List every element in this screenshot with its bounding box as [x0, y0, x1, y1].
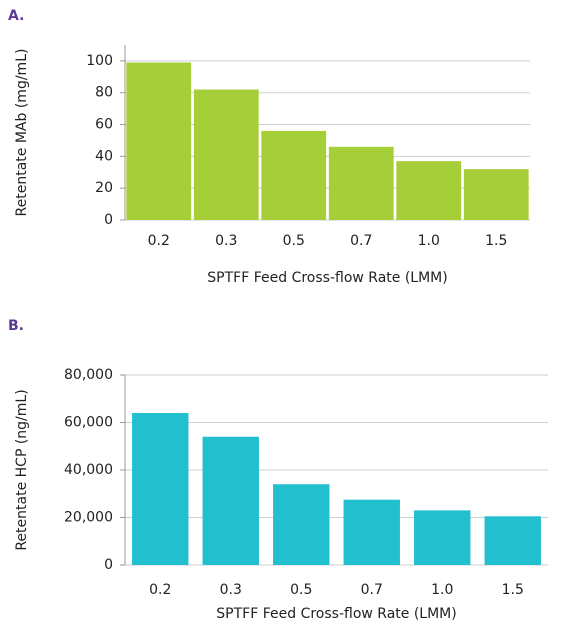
x-tick-label: 0.7	[361, 582, 383, 598]
x-tick-label: 0.2	[149, 582, 171, 598]
bar	[193, 89, 259, 220]
y-tick-label: 20	[95, 180, 113, 196]
bar	[328, 146, 394, 220]
y-axis-title: Retentate HCP (ng/mL)	[14, 389, 30, 550]
bar	[484, 516, 541, 565]
y-tick-label: 40,000	[64, 462, 113, 478]
y-axis-title: Retentate MAb (mg/mL)	[14, 49, 30, 217]
y-tick-label: 20,000	[64, 510, 113, 526]
x-tick-label: 0.7	[350, 233, 372, 249]
bar	[396, 161, 462, 220]
y-tick-label: 0	[104, 212, 113, 228]
bar	[132, 413, 189, 565]
x-axis-title: SPTFF Feed Cross-flow Rate (LMM)	[216, 606, 456, 622]
y-tick-label: 100	[86, 53, 113, 69]
x-tick-label: 0.5	[290, 582, 312, 598]
y-tick-label: 80,000	[64, 367, 113, 383]
y-tick-label: 60,000	[64, 415, 113, 431]
panel-label: A.	[8, 8, 24, 24]
x-tick-label: 1.0	[431, 582, 453, 598]
bar	[463, 169, 529, 220]
y-tick-label: 0	[104, 557, 113, 573]
x-axis-title: SPTFF Feed Cross-flow Rate (LMM)	[207, 270, 447, 286]
x-tick-label: 1.5	[485, 233, 507, 249]
x-tick-label: 0.3	[215, 233, 237, 249]
x-tick-label: 1.0	[418, 233, 440, 249]
panel-label: B.	[8, 318, 24, 334]
bar	[202, 436, 259, 565]
bar	[273, 484, 330, 565]
x-tick-label: 0.5	[283, 233, 305, 249]
bar	[343, 499, 400, 565]
x-tick-label: 0.2	[148, 233, 170, 249]
y-tick-label: 60	[95, 117, 113, 133]
bar	[261, 130, 327, 220]
y-tick-label: 80	[95, 85, 113, 101]
bar	[414, 510, 471, 565]
x-tick-label: 0.3	[220, 582, 242, 598]
x-tick-label: 1.5	[502, 582, 524, 598]
y-tick-label: 40	[95, 148, 113, 164]
bar	[126, 62, 192, 220]
